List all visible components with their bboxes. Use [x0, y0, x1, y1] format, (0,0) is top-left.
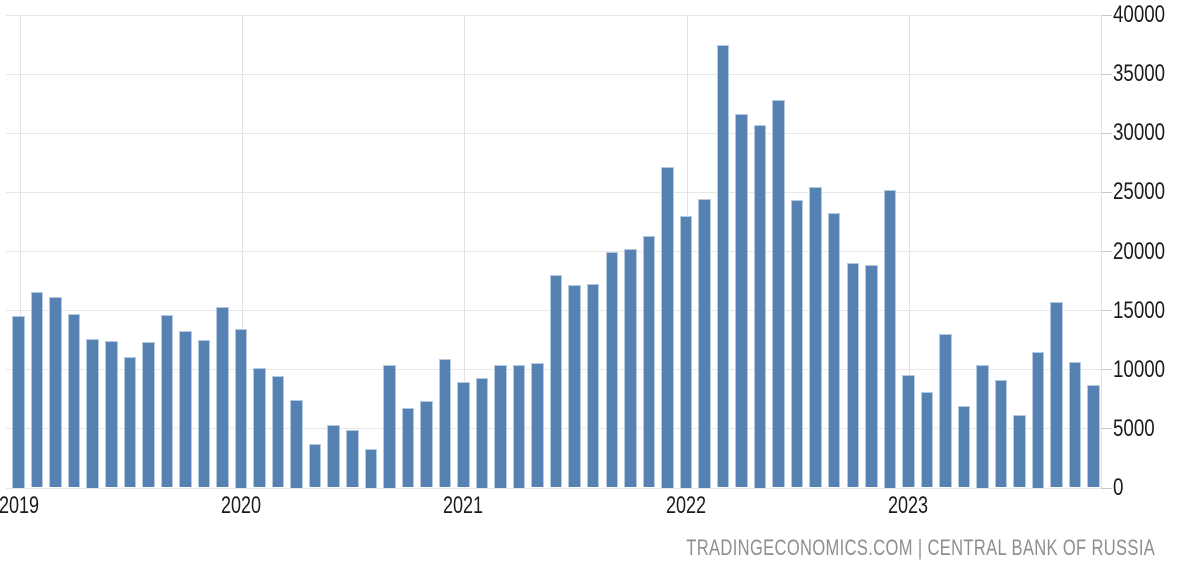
- bar[interactable]: [772, 99, 785, 488]
- bar[interactable]: [865, 265, 878, 488]
- bar[interactable]: [827, 213, 841, 488]
- bar[interactable]: [216, 306, 229, 488]
- bar[interactable]: [661, 167, 674, 488]
- y-axis-label: 25000: [1113, 178, 1166, 205]
- y-axis-label: 35000: [1113, 60, 1166, 87]
- bar[interactable]: [12, 316, 25, 488]
- bar[interactable]: [197, 339, 211, 488]
- bar[interactable]: [698, 199, 711, 488]
- h-gridline: [6, 488, 1101, 489]
- bar[interactable]: [1031, 351, 1045, 488]
- bar[interactable]: [605, 252, 619, 488]
- y-axis-tick: [1100, 133, 1112, 134]
- bar[interactable]: [327, 424, 340, 488]
- y-axis-tick: [1100, 74, 1112, 75]
- h-gridline: [6, 15, 1101, 16]
- bar[interactable]: [475, 377, 489, 488]
- bar[interactable]: [308, 443, 322, 488]
- bar[interactable]: [549, 274, 563, 488]
- source-name: CENTRAL BANK OF RUSSIA: [927, 535, 1155, 560]
- bar[interactable]: [290, 400, 303, 488]
- y-axis-tick: [1100, 251, 1112, 252]
- y-axis-label: 10000: [1113, 356, 1166, 383]
- x-axis-label: 2022: [665, 492, 707, 519]
- y-axis-label: 5000: [1113, 415, 1155, 442]
- bar[interactable]: [735, 113, 748, 488]
- bar[interactable]: [809, 187, 822, 488]
- tradingeconomics-link[interactable]: TRADINGECONOMICS.COM: [686, 535, 913, 560]
- bar[interactable]: [271, 376, 285, 488]
- bar[interactable]: [531, 363, 544, 488]
- y-axis-label: 20000: [1113, 238, 1166, 265]
- bar[interactable]: [939, 333, 952, 488]
- y-axis-tick: [1100, 192, 1112, 193]
- bar[interactable]: [586, 284, 600, 488]
- bar[interactable]: [364, 448, 378, 488]
- bar[interactable]: [457, 382, 470, 488]
- bar[interactable]: [790, 200, 804, 488]
- bar[interactable]: [568, 285, 581, 488]
- attribution: TRADINGECONOMICS.COM | CENTRAL BANK OF R…: [686, 536, 1155, 560]
- bar[interactable]: [105, 340, 118, 488]
- x-axis-label: 2021: [442, 492, 484, 519]
- bar[interactable]: [346, 429, 359, 488]
- y-axis-tick: [1100, 488, 1112, 489]
- bar[interactable]: [67, 313, 81, 488]
- h-gridline: [6, 133, 1101, 134]
- bar[interactable]: [920, 391, 934, 488]
- y-axis-tick: [1100, 15, 1112, 16]
- bar[interactable]: [142, 342, 155, 488]
- y-axis-label: 15000: [1113, 297, 1166, 324]
- y-axis-tick: [1100, 310, 1112, 311]
- bar[interactable]: [994, 379, 1008, 488]
- bar[interactable]: [846, 262, 860, 488]
- bar[interactable]: [902, 375, 915, 488]
- bar[interactable]: [1087, 384, 1100, 488]
- bar[interactable]: [253, 368, 266, 488]
- bar[interactable]: [1068, 362, 1082, 488]
- bar[interactable]: [716, 45, 730, 488]
- bar[interactable]: [438, 358, 452, 488]
- y-axis-tick: [1100, 369, 1112, 370]
- bar[interactable]: [1050, 301, 1063, 488]
- y-axis-label: 40000: [1113, 1, 1166, 28]
- h-gridline: [6, 251, 1101, 252]
- bar[interactable]: [679, 215, 693, 488]
- bar[interactable]: [753, 124, 767, 488]
- bar[interactable]: [1013, 415, 1026, 488]
- x-axis-label: 2019: [0, 492, 40, 519]
- y-axis-label: 30000: [1113, 119, 1166, 146]
- v-gridline: [1101, 15, 1102, 488]
- bar[interactable]: [420, 401, 433, 488]
- bar[interactable]: [123, 357, 137, 488]
- bar[interactable]: [401, 408, 415, 488]
- bar[interactable]: [49, 297, 62, 488]
- bar[interactable]: [86, 338, 99, 488]
- y-axis-label: 0: [1113, 474, 1124, 501]
- x-axis-label: 2023: [887, 492, 929, 519]
- bar[interactable]: [494, 364, 507, 488]
- bar[interactable]: [234, 329, 248, 488]
- bar[interactable]: [383, 364, 396, 488]
- bar[interactable]: [160, 314, 174, 488]
- bar[interactable]: [976, 364, 989, 488]
- h-gridline: [6, 74, 1101, 75]
- x-axis-label: 2020: [220, 492, 262, 519]
- bar[interactable]: [624, 248, 637, 488]
- bar[interactable]: [642, 235, 656, 488]
- bar[interactable]: [179, 331, 192, 488]
- attribution-separator: |: [912, 535, 928, 560]
- bar[interactable]: [512, 364, 526, 488]
- bar[interactable]: [883, 189, 897, 488]
- bar[interactable]: [957, 405, 971, 488]
- y-axis-tick: [1100, 428, 1112, 429]
- h-gridline: [6, 192, 1101, 193]
- bar[interactable]: [30, 292, 44, 488]
